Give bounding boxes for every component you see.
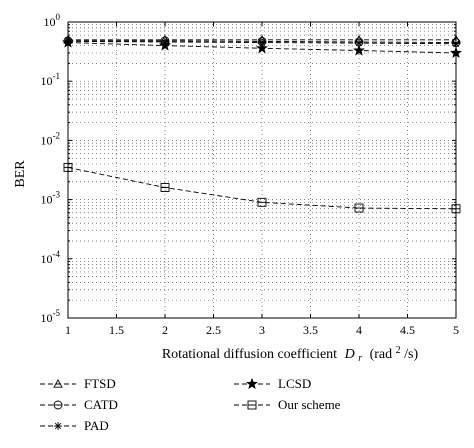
x-axis-units-prefix: (rad [370, 347, 393, 362]
series-line [67, 166, 457, 210]
legend-entry: PAD [40, 418, 109, 433]
y-tick-label: 10-2 [41, 130, 61, 147]
legend-entry: Our scheme [234, 397, 341, 412]
y-tick-label-exponent: -3 [53, 190, 61, 200]
legend-entry: FTSD [40, 376, 116, 391]
triangle-marker [53, 379, 63, 388]
x-tick-labels: 1 1.5 2 2.5 3 3.5 4 4.5 5 [65, 323, 459, 337]
legend-label: PAD [84, 418, 109, 433]
y-tick-label-exponent: 0 [56, 12, 61, 22]
legend-entry: CATD [40, 397, 118, 412]
asterisk-marker-stroke [355, 39, 363, 47]
y-tick-label-base: 10 [41, 74, 53, 88]
x-axis-symbol-subscript: r [358, 353, 362, 364]
legend-label: CATD [84, 397, 118, 412]
x-axis-units-suffix: /s) [404, 347, 418, 362]
x-axis-units-superscript: 2 [396, 345, 401, 356]
y-tick-label-base: 10 [41, 193, 53, 207]
y-tick-label-base: 10 [44, 15, 56, 29]
star-marker [159, 39, 171, 51]
asterisk-marker [54, 422, 62, 430]
star-marker [256, 41, 268, 54]
y-tick-label: 10-4 [41, 249, 61, 266]
grid-lines [68, 22, 456, 318]
y-axis-title: BER [13, 160, 28, 188]
y-tick-label: 10-3 [41, 190, 61, 207]
x-tick-label: 1 [65, 323, 71, 337]
x-tick-label: 2.5 [206, 323, 221, 337]
y-tick-label: 10-1 [41, 71, 61, 88]
star-marker [246, 377, 258, 390]
legend-entry: LCSD [234, 376, 311, 391]
x-axis-symbol: D [344, 347, 355, 362]
x-axis-title: Rotational diffusion coefficient D r (ra… [162, 342, 419, 365]
x-axis-title-text: Rotational diffusion coefficient [162, 347, 337, 362]
asterisk-marker-stroke [54, 422, 62, 430]
y-tick-label-base: 10 [41, 252, 53, 266]
legend-label: FTSD [84, 376, 116, 391]
x-tick-label: 2 [162, 323, 168, 337]
legend-label: LCSD [278, 376, 311, 391]
x-tick-label: 3.5 [303, 323, 318, 337]
legend-label: Our scheme [278, 397, 341, 412]
y-tick-label-exponent: -1 [53, 71, 61, 81]
x-tick-label: 4.5 [400, 323, 415, 337]
x-tick-label: 4 [356, 323, 362, 337]
x-tick-label: 5 [453, 323, 459, 337]
y-tick-label-exponent: -4 [53, 249, 61, 259]
x-tick-label: 1.5 [109, 323, 124, 337]
series-layer [62, 34, 462, 214]
y-tick-label-exponent: -5 [53, 308, 61, 318]
y-tick-label-exponent: -2 [53, 130, 61, 140]
y-tick-label: 10-5 [41, 308, 61, 325]
legend: FTSD CATD PAD LCSD Our scheme [40, 376, 341, 433]
y-tick-label: 100 [44, 12, 61, 29]
star-marker [353, 44, 365, 56]
tick-marks [67, 22, 457, 318]
x-tick-label: 3 [259, 323, 265, 337]
y-tick-label-base: 10 [41, 133, 53, 147]
y-tick-label-base: 10 [41, 311, 53, 325]
